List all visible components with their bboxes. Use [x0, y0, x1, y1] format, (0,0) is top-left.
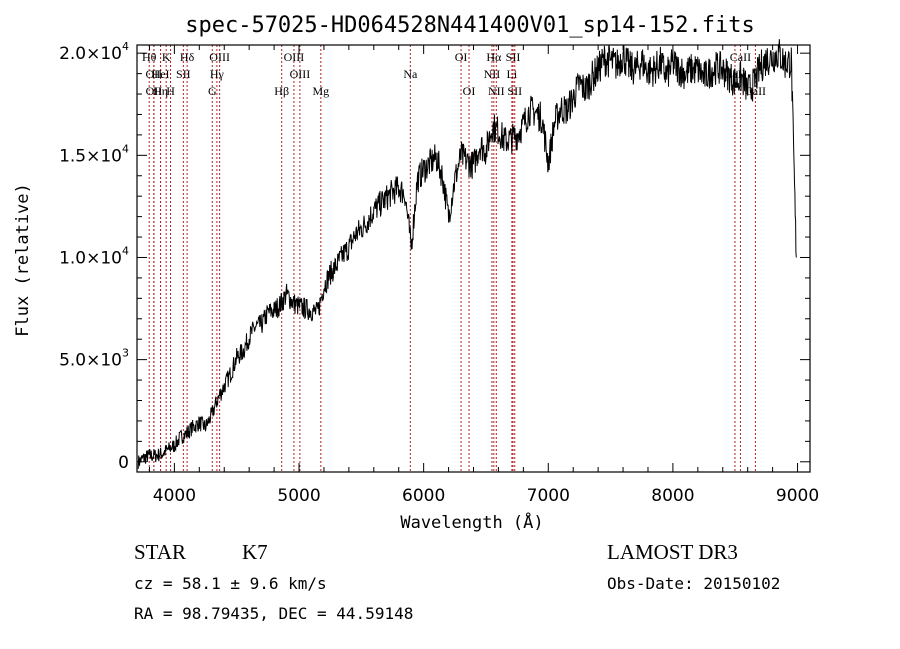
x-axis-label: Wavelength (Å) — [400, 511, 543, 533]
coords-text: RA = 98.79435, DEC = 44.59148 — [134, 604, 413, 623]
y-tick-label: 0 — [118, 453, 129, 473]
line-marker-label: Hα — [486, 50, 502, 64]
x-tick-label: 8000 — [651, 486, 694, 506]
chart-title: spec-57025-HD064528N441400V01_sp14-152.f… — [185, 13, 755, 38]
series-layer — [137, 39, 797, 469]
line-marker-label: SII — [176, 67, 191, 81]
line-marker-label: Hβ — [274, 84, 289, 98]
line-marker-label: OIII — [209, 50, 230, 64]
line-marker-label: HeI — [152, 67, 170, 81]
line-marker-label: OIII — [284, 50, 305, 64]
spectrum-series-line — [137, 39, 797, 469]
line-marker-label: Hη — [153, 84, 168, 98]
line-markers — [148, 45, 756, 472]
y-tick-label: 2.0×104 — [59, 40, 129, 64]
y-axis-label: Flux (relative) — [13, 183, 33, 337]
y-tick-label: 1.0×104 — [59, 244, 129, 268]
line-marker-label: Hδ — [180, 50, 195, 64]
y-tick-label: 1.5×104 — [59, 142, 129, 166]
line-marker-label: Li — [507, 67, 518, 81]
line-marker-label: H — [166, 84, 175, 98]
redshift-text: cz = 58.1 ± 9.6 km/s — [134, 574, 327, 593]
x-tick-label: 9000 — [776, 486, 819, 506]
object-subclass: K7 — [242, 540, 268, 564]
line-marker-label: CaII — [730, 50, 751, 64]
object-class: STAR — [134, 540, 186, 564]
y-tick-label: 5.0×103 — [59, 347, 129, 371]
line-marker-label: Mg — [312, 84, 329, 98]
line-marker-label: NII — [484, 67, 501, 81]
survey-label: LAMOST DR3 — [607, 540, 738, 564]
line-marker-label: Hθ — [142, 50, 157, 64]
line-marker-label: OI — [463, 84, 476, 98]
plot-frame — [136, 44, 811, 473]
line-marker-label: OII — [145, 67, 162, 81]
x-tick-label: 7000 — [527, 486, 570, 506]
line-marker-label: Hγ — [210, 67, 225, 81]
line-marker-label: OI — [455, 50, 468, 64]
obs-date-text: Obs-Date: 20150102 — [607, 574, 780, 593]
x-tick-label: 4000 — [153, 486, 196, 506]
line-marker-label: K — [162, 50, 171, 64]
x-tick-label: 5000 — [277, 486, 320, 506]
x-tick-label: 6000 — [402, 486, 445, 506]
line-marker-label: SII — [506, 50, 521, 64]
y-axis-ticks: 0 5.0×103 1.0×104 1.5×104 2.0×104 — [59, 40, 810, 473]
line-marker-label: OII — [146, 84, 163, 98]
line-marker-label: OIII — [290, 67, 311, 81]
line-marker-label: Na — [403, 67, 418, 81]
line-marker-label: G — [208, 84, 217, 98]
line-marker-label: SII — [507, 84, 522, 98]
x-axis-ticks: 4000 5000 6000 7000 8000 9000 — [148, 45, 819, 506]
line-marker-label: NII — [488, 84, 505, 98]
